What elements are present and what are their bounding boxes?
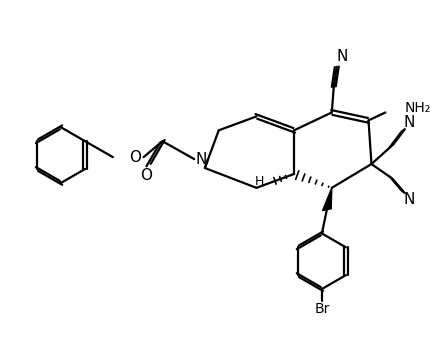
Text: Br: Br — [314, 302, 329, 316]
Text: H: H — [255, 175, 265, 188]
Text: NH₂: NH₂ — [404, 101, 431, 116]
Text: N: N — [403, 115, 415, 130]
Text: N: N — [195, 152, 207, 166]
Text: N: N — [403, 192, 415, 207]
Text: N: N — [336, 50, 347, 64]
Text: O: O — [141, 168, 152, 183]
Polygon shape — [322, 188, 332, 211]
Text: O: O — [129, 150, 141, 164]
